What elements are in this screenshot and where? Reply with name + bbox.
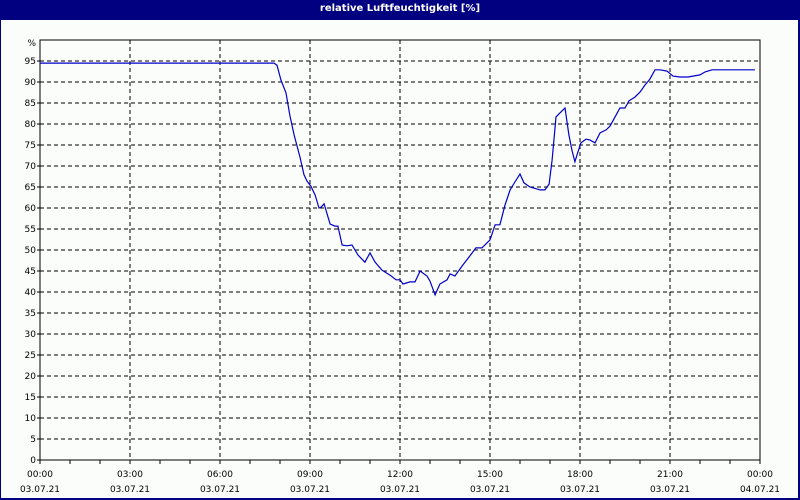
y-tick-label: 35 [25, 309, 36, 319]
y-tick-label: 5 [30, 435, 36, 445]
x-tick-time-label: 21:00 [657, 470, 683, 480]
humidity-line [40, 62, 755, 297]
x-tick-date-label: 03.07.21 [650, 485, 690, 495]
x-tick-time-label: 06:00 [207, 470, 233, 480]
x-tick-date-label: 04.07.21 [740, 485, 780, 495]
y-tick-label: 70 [25, 162, 37, 172]
y-tick-label: 40 [25, 288, 37, 298]
y-tick-label: 55 [25, 225, 36, 235]
y-tick-label: 65 [25, 183, 36, 193]
x-tick-time-label: 12:00 [387, 470, 413, 480]
x-tick-time-label: 00:00 [747, 470, 773, 480]
y-tick-label: 10 [25, 414, 37, 424]
x-tick-time-label: 00:00 [27, 470, 53, 480]
y-tick-label: 45 [25, 267, 36, 277]
y-tick-label: 0 [30, 456, 36, 466]
x-tick-date-label: 03.07.21 [380, 485, 420, 495]
y-tick-label: 15 [25, 393, 36, 403]
x-tick-time-label: 18:00 [567, 470, 593, 480]
chart-title: relative Luftfeuchtigkeit [%] [0, 0, 800, 20]
x-tick-date-label: 03.07.21 [290, 485, 330, 495]
plot-frame [39, 39, 761, 461]
y-tick-label: 80 [25, 120, 37, 130]
x-tick-date-label: 03.07.21 [110, 485, 150, 495]
y-tick-label: 20 [25, 372, 37, 382]
y-tick-label: 30 [25, 330, 37, 340]
x-tick-date-label: 03.07.21 [200, 485, 240, 495]
y-tick-label: 90 [25, 78, 37, 88]
line-chart: 0 5 10 15 20 25 30 35 40 45 50 55 60 65 70 75 80 85 90 95% 0… [20, 39, 780, 495]
y-tick-label: 60 [25, 204, 37, 214]
y-tick-label: 95 [25, 57, 36, 67]
x-tick-date-label: 03.07.21 [560, 485, 600, 495]
y-tick-label: 50 [25, 246, 37, 256]
y-tick-label: 25 [25, 351, 36, 361]
chart-area: 0 5 10 15 20 25 30 35 40 45 50 55 60 65 70 75 80 85 90 95% 0… [1, 20, 798, 498]
x-tick-time-label: 09:00 [297, 470, 323, 480]
x-tick-date-label: 03.07.21 [470, 485, 510, 495]
x-tick-date-label: 03.07.21 [20, 485, 60, 495]
y-tick-label: 85 [25, 99, 36, 109]
y-tick-label: 75 [25, 141, 36, 151]
x-tick-time-label: 03:00 [117, 470, 143, 480]
y-unit-label: % [27, 39, 36, 49]
x-tick-time-label: 15:00 [477, 470, 503, 480]
